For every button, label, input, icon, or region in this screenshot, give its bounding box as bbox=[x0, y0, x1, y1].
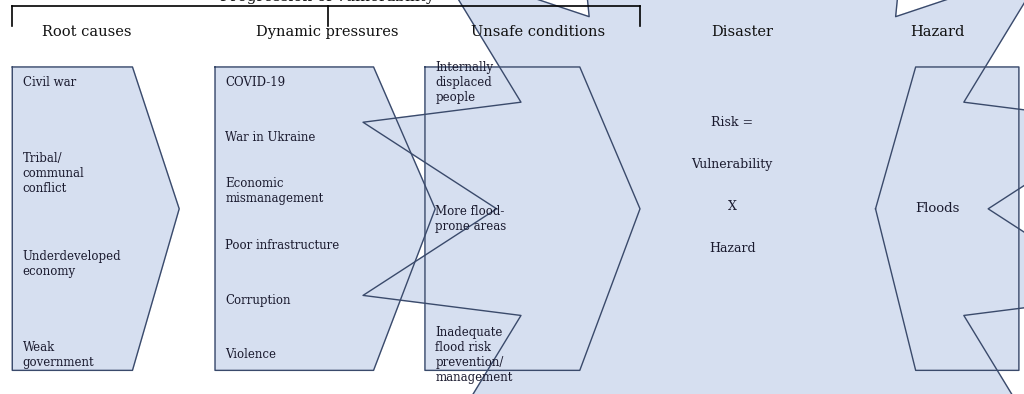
Text: Poor infrastructure: Poor infrastructure bbox=[225, 240, 340, 252]
Text: War in Ukraine: War in Ukraine bbox=[225, 131, 315, 143]
Text: Underdeveloped
economy: Underdeveloped economy bbox=[23, 250, 121, 278]
Text: Internally
displaced
people: Internally displaced people bbox=[435, 61, 494, 104]
Polygon shape bbox=[215, 67, 435, 370]
Polygon shape bbox=[364, 0, 1024, 394]
Polygon shape bbox=[876, 67, 1019, 370]
Text: Dynamic pressures: Dynamic pressures bbox=[256, 25, 399, 39]
Text: Inadequate
flood risk
prevention/
management: Inadequate flood risk prevention/ manage… bbox=[435, 325, 513, 384]
Text: Violence: Violence bbox=[225, 348, 276, 361]
Text: COVID-19: COVID-19 bbox=[225, 76, 286, 89]
Text: Unsafe conditions: Unsafe conditions bbox=[471, 25, 604, 39]
Polygon shape bbox=[12, 67, 179, 370]
Text: Risk =

Vulnerability

X

Hazard: Risk = Vulnerability X Hazard bbox=[691, 116, 773, 255]
Text: Tribal/
communal
conflict: Tribal/ communal conflict bbox=[23, 152, 84, 195]
Text: Weak
government: Weak government bbox=[23, 340, 94, 369]
Text: Progression of vulnerability: Progression of vulnerability bbox=[220, 0, 435, 4]
Text: Economic
mismanagement: Economic mismanagement bbox=[225, 177, 324, 206]
Text: Civil war: Civil war bbox=[23, 76, 76, 89]
Text: Disaster: Disaster bbox=[712, 25, 773, 39]
Text: Hazard: Hazard bbox=[909, 25, 965, 39]
Text: More flood-
prone areas: More flood- prone areas bbox=[435, 204, 507, 233]
Polygon shape bbox=[425, 67, 640, 370]
Text: Corruption: Corruption bbox=[225, 294, 291, 307]
Text: Floods: Floods bbox=[914, 203, 959, 215]
Text: Root causes: Root causes bbox=[42, 25, 132, 39]
